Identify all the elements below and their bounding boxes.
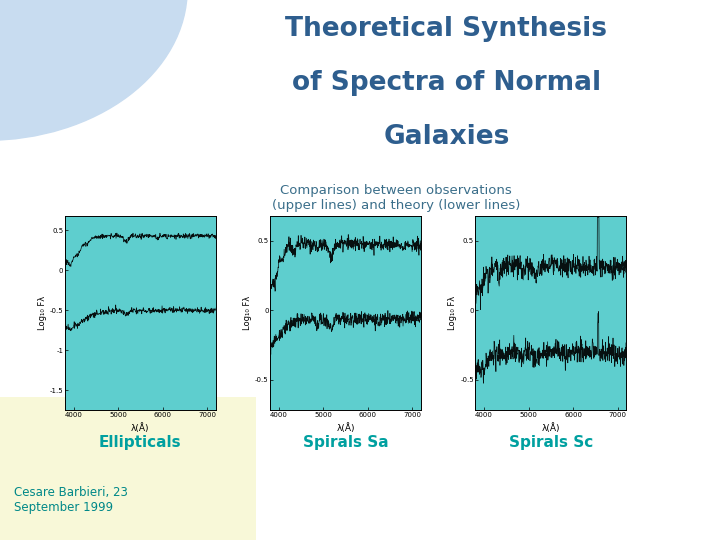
X-axis label: λ(Å): λ(Å) — [336, 423, 355, 433]
Text: Ellipticals: Ellipticals — [99, 435, 181, 450]
Text: of Spectra of Normal: of Spectra of Normal — [292, 70, 601, 96]
X-axis label: λ(Å): λ(Å) — [541, 423, 560, 433]
Text: Theoretical Synthesis: Theoretical Synthesis — [285, 16, 608, 42]
Text: Spirals Sa: Spirals Sa — [303, 435, 388, 450]
Text: Cesare Barbieri, 23
September 1999: Cesare Barbieri, 23 September 1999 — [14, 486, 128, 514]
Text: Comparison between observations
(upper lines) and theory (lower lines): Comparison between observations (upper l… — [272, 184, 520, 212]
Y-axis label: Log₁₀ Fλ: Log₁₀ Fλ — [38, 296, 47, 330]
Text: Spirals Sc: Spirals Sc — [508, 435, 593, 450]
Y-axis label: Log₁₀ Fλ: Log₁₀ Fλ — [243, 296, 252, 330]
Text: Galaxies: Galaxies — [383, 124, 510, 150]
Y-axis label: Log₁₀ Fλ: Log₁₀ Fλ — [449, 296, 457, 330]
X-axis label: λ(Å): λ(Å) — [131, 423, 150, 433]
